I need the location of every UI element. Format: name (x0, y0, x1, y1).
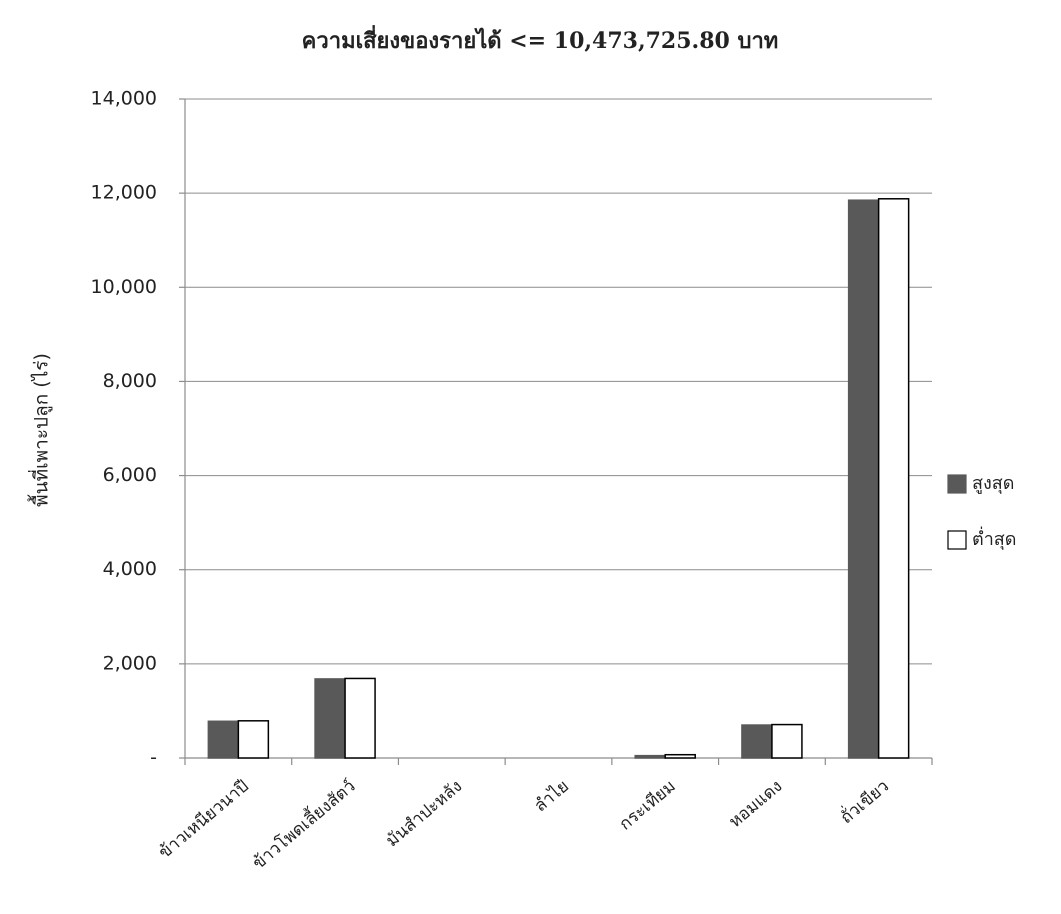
x-tick-label: ลำไย (530, 776, 573, 817)
x-tick-label: ถั่วเขียว (835, 774, 893, 828)
bar (771, 723, 803, 759)
y-tick-label: 4,000 (103, 558, 157, 580)
x-tick-label: หอมแดง (725, 776, 786, 832)
bar (877, 198, 910, 759)
y-tick-label: - (150, 747, 157, 769)
y-tick-label: 12,000 (91, 182, 157, 204)
y-tick-label: 10,000 (91, 276, 157, 298)
legend-swatch (947, 530, 967, 550)
bar (634, 754, 666, 759)
bar (207, 720, 240, 759)
x-tick-label: มันสำปะหลัง (382, 776, 466, 851)
x-tick-label: ข้าวโพดเลี้ยงสัตว์ (247, 774, 359, 874)
x-tick-label: ข้าวเหนียวนาปี (155, 776, 253, 863)
y-tick-label: 6,000 (103, 464, 157, 486)
y-tick-label: 8,000 (103, 370, 157, 392)
legend-label: สูงสุด (972, 473, 1014, 494)
y-axis-label: พื้นที่เพาะปลูก (ไร่) (28, 353, 53, 507)
bar (237, 720, 270, 759)
y-tick-label: 2,000 (103, 652, 157, 674)
legend-swatch (947, 474, 967, 494)
y-tick-label: 14,000 (91, 88, 157, 110)
bar (741, 724, 773, 759)
bar (314, 678, 346, 759)
bar (847, 199, 880, 759)
chart-title: ความเสี่ยงของรายได้ <= 10,473,725.80 บาท (302, 24, 779, 54)
bar (664, 753, 696, 759)
bar (344, 677, 376, 759)
legend-label: ต่ำสุด (972, 526, 1016, 550)
x-tick-label: กระเทียม (616, 776, 680, 834)
